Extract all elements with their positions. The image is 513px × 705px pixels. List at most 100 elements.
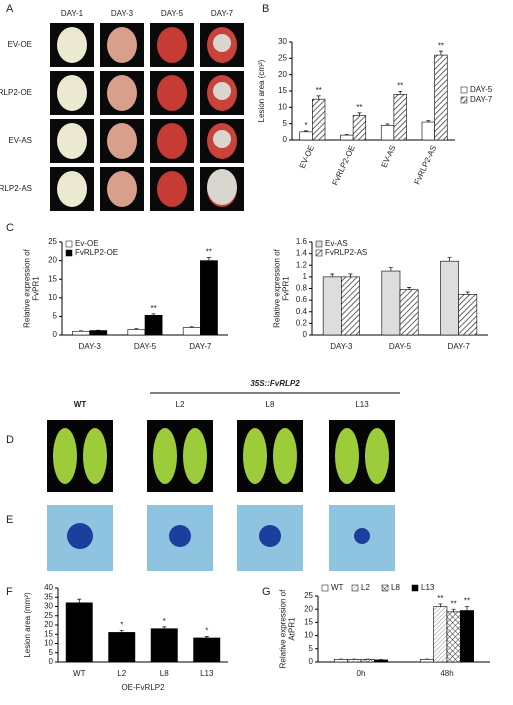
y-tick-label: 0.6 (296, 295, 308, 304)
group-label: 35S::FvRLP2 (250, 379, 300, 388)
strawberry (157, 123, 187, 159)
bar (434, 607, 447, 662)
bar (361, 659, 374, 662)
significance: * (205, 627, 208, 636)
y-tick-label: 15 (48, 274, 57, 283)
legend-label: L13 (421, 583, 435, 592)
y-tick-label: 5 (53, 312, 58, 321)
lesion (213, 130, 231, 148)
panel-label: B (262, 3, 269, 15)
lesion (207, 169, 237, 205)
strawberry (57, 27, 87, 63)
leaf (183, 428, 207, 484)
bar (109, 632, 135, 662)
y-tick-label: 20 (278, 70, 287, 79)
y-tick-label: 25 (44, 611, 53, 620)
bar (341, 277, 359, 335)
stain (259, 525, 281, 547)
strawberry (107, 171, 137, 207)
strawberry (57, 171, 87, 207)
error-bar (439, 51, 443, 55)
significance: * (304, 121, 307, 130)
bar (400, 290, 418, 335)
significance: ** (438, 41, 444, 50)
bar (300, 132, 313, 140)
row-label: FvRLP2-OE (0, 88, 32, 97)
bar (151, 629, 177, 662)
y-tick-label: 1.6 (296, 237, 308, 246)
error-bar (452, 609, 456, 612)
x-tick-label: L8 (160, 669, 169, 678)
significance: ** (356, 103, 362, 112)
leaf (243, 428, 267, 484)
legend-label: L2 (361, 583, 370, 592)
panel-label: F (6, 586, 13, 598)
y-axis-label: Lesion area (cm²) (257, 59, 266, 122)
y-tick-label: 5 (283, 119, 288, 128)
error-bar (357, 113, 361, 116)
line-label: L2 (176, 400, 185, 409)
panel-label: E (6, 514, 13, 526)
bar (440, 261, 458, 335)
bar (353, 116, 366, 141)
column-label: DAY-3 (111, 9, 134, 18)
leaf (365, 428, 389, 484)
stain (354, 528, 370, 544)
y-tick-label: 15 (304, 618, 313, 627)
legend-swatch (316, 241, 322, 247)
strawberry (107, 75, 137, 111)
strawberry (157, 27, 187, 63)
y-tick-label: 25 (304, 591, 313, 600)
bar (334, 659, 347, 662)
error-bar (207, 258, 211, 261)
significance: ** (397, 81, 403, 90)
leaf (335, 428, 359, 484)
error-bar (330, 274, 334, 277)
x-tick-label: L13 (200, 669, 214, 678)
significance: ** (451, 599, 457, 608)
y-tick-label: 1.4 (296, 249, 308, 258)
bar (128, 329, 145, 335)
legend-label: FvRLP2-AS (325, 248, 367, 257)
y-tick-label: 10 (48, 293, 57, 302)
y-tick-label: 20 (48, 256, 57, 265)
bar (394, 94, 407, 140)
bar (348, 659, 361, 662)
bar (145, 315, 162, 335)
legend-label: L8 (391, 583, 400, 592)
y-tick-label: 20 (44, 620, 53, 629)
bar (312, 99, 325, 140)
legend-label: FvRLP2-OE (75, 248, 118, 257)
y-axis-label: Relative expression of (279, 589, 288, 668)
legend-label: WT (331, 583, 344, 592)
x-tick-label: DAY-7 (448, 342, 471, 351)
strawberry (107, 123, 137, 159)
leaf (273, 428, 297, 484)
y-tick-label: 5 (49, 648, 54, 657)
legend-label: DAY-5 (470, 85, 493, 94)
row-label: EV-AS (8, 136, 32, 145)
x-tick-label: L2 (117, 669, 126, 678)
legend-label: Ev-OE (75, 239, 99, 248)
y-axis-label: AtPR1 (288, 617, 297, 641)
x-tick-label: 0h (357, 669, 366, 678)
panel-label: C (6, 222, 14, 234)
y-tick-label: 0.2 (296, 318, 308, 327)
bar (381, 125, 394, 140)
x-axis-label: OE-FvRLP2 (121, 683, 165, 692)
y-tick-label: 30 (44, 602, 53, 611)
line-label: L8 (266, 400, 275, 409)
y-tick-label: 1 (303, 272, 308, 281)
bar (422, 122, 435, 140)
y-tick-label: 15 (278, 86, 287, 95)
y-tick-label: 0 (303, 330, 308, 339)
significance: * (163, 617, 166, 626)
x-tick-label: WT (73, 669, 86, 678)
panel-label: G (262, 586, 271, 598)
significance: ** (206, 248, 212, 257)
y-axis-label: FvPR1 (32, 276, 41, 301)
legend-swatch (412, 585, 418, 591)
x-tick-label: DAY-5 (389, 342, 412, 351)
error-bar (465, 607, 469, 611)
